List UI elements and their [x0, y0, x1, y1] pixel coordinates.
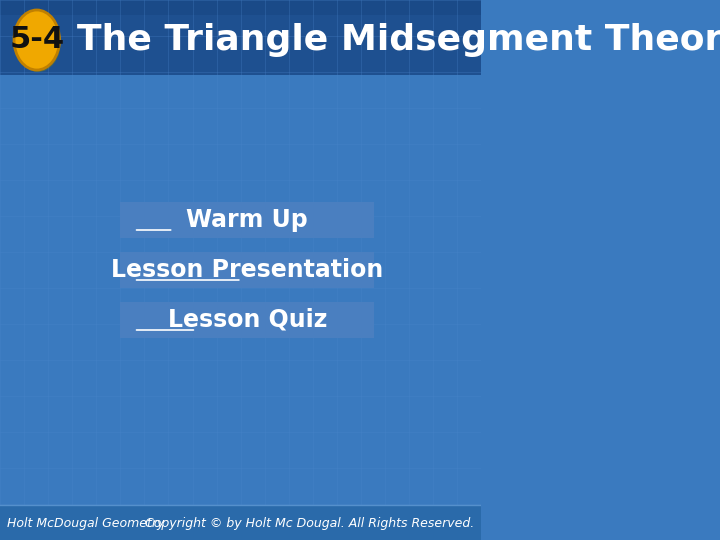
Text: Warm Up: Warm Up [186, 208, 308, 232]
Text: 5-4: 5-4 [9, 25, 64, 55]
Text: Holt McDougal Geometry: Holt McDougal Geometry [6, 516, 164, 530]
FancyBboxPatch shape [0, 0, 482, 75]
Text: Lesson Presentation: Lesson Presentation [112, 258, 384, 282]
Ellipse shape [14, 10, 60, 70]
FancyBboxPatch shape [120, 252, 374, 288]
FancyBboxPatch shape [0, 505, 482, 540]
FancyBboxPatch shape [120, 302, 374, 338]
Text: Copyright © by Holt Mc Dougal. All Rights Reserved.: Copyright © by Holt Mc Dougal. All Right… [145, 516, 474, 530]
Text: The Triangle Midsegment Theorem: The Triangle Midsegment Theorem [77, 23, 720, 57]
Text: Lesson Quiz: Lesson Quiz [168, 308, 327, 332]
FancyBboxPatch shape [0, 0, 482, 15]
Ellipse shape [15, 12, 61, 72]
FancyBboxPatch shape [120, 202, 374, 238]
